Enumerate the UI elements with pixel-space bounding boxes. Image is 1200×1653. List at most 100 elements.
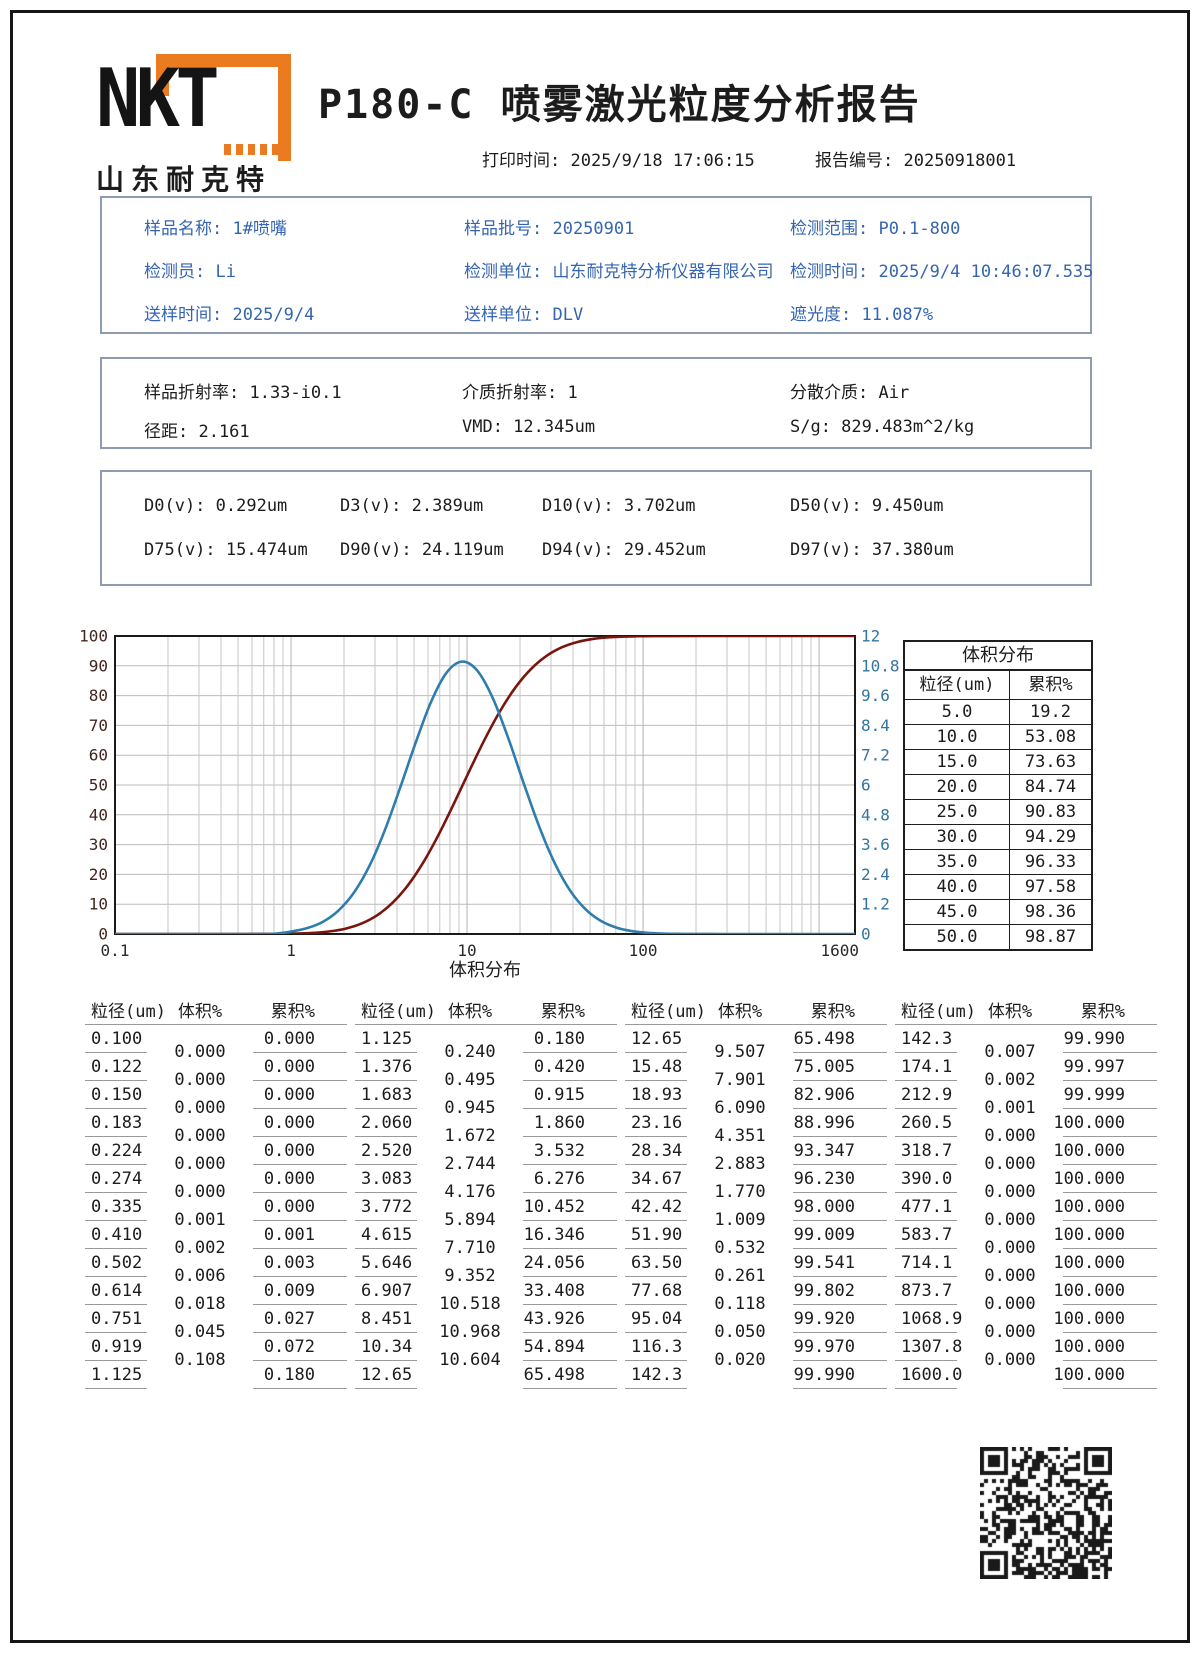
dist-line: [355, 1304, 417, 1305]
dist-line: [253, 1164, 347, 1165]
dist-volume-cell: 0.000: [984, 1182, 1036, 1202]
dist-line: [625, 1108, 687, 1109]
dist-line: [1063, 1276, 1157, 1277]
svg-text:80: 80: [89, 686, 108, 705]
dist-volume-cell: 0.000: [174, 1182, 226, 1202]
dist-size-cell: 212.9: [901, 1085, 953, 1105]
volume-table-size: 50.0: [905, 925, 1010, 949]
dist-line: [523, 1108, 617, 1109]
svg-text:50: 50: [89, 776, 108, 795]
d-field: D94(v): 29.452um: [542, 540, 706, 560]
dist-cum-cell: 0.180: [263, 1365, 315, 1385]
dist-line: [1063, 1304, 1157, 1305]
svg-text:90: 90: [89, 656, 108, 675]
dist-cum-cell: 0.000: [263, 1169, 315, 1189]
dist-cum-cell: 82.906: [793, 1085, 855, 1105]
dist-line: [523, 1360, 617, 1361]
dist-cum-cell: 1.860: [533, 1113, 585, 1133]
dist-cum-cell: 93.347: [793, 1141, 855, 1161]
svg-text:100: 100: [629, 941, 658, 960]
svg-text:10: 10: [89, 895, 108, 914]
dist-line: [1063, 1136, 1157, 1137]
dist-size-cell: 0.751: [91, 1309, 143, 1329]
dist-volume-cell: 0.002: [984, 1070, 1036, 1090]
dist-line: [355, 1220, 417, 1221]
report-number: 报告编号: 20250918001: [815, 146, 1016, 171]
volume-table-row: 20.0 84.74: [905, 775, 1091, 800]
dist-line: [1063, 1164, 1157, 1165]
sample-field: 检测时间: 2025/9/4 10:46:07.535: [790, 262, 1094, 282]
optics-field: 分散介质: Air: [790, 383, 910, 403]
dist-size-cell: 1068.9: [901, 1309, 963, 1329]
dist-cum-cell: 0.072: [263, 1337, 315, 1357]
dist-line: [625, 1192, 687, 1193]
dist-size-cell: 95.04: [631, 1309, 683, 1329]
dist-size-cell: 2.520: [361, 1141, 413, 1161]
dist-line: [895, 1164, 957, 1165]
volume-table-cum: 97.58: [1024, 877, 1077, 897]
page-title: P180-C 喷雾激光粒度分析报告: [318, 82, 921, 128]
sample-field: 检测范围: P0.1-800: [790, 219, 961, 239]
dist-line: [85, 1360, 147, 1361]
dist-cum-cell: 99.920: [793, 1309, 855, 1329]
svg-text:10: 10: [457, 941, 476, 960]
dist-size-cell: 0.335: [91, 1197, 143, 1217]
dist-line: [793, 1388, 887, 1389]
dist-size-cell: 1307.8: [901, 1337, 963, 1357]
dist-line: [1063, 1220, 1157, 1221]
dist-size-cell: 10.34: [361, 1337, 413, 1357]
dist-line: [355, 1080, 417, 1081]
dist-cum-cell: 99.990: [793, 1365, 855, 1385]
volume-table-cum: 90.83: [1024, 802, 1077, 822]
dist-line: [523, 1136, 617, 1137]
dist-line: [625, 1388, 687, 1389]
svg-text:12: 12: [861, 627, 880, 646]
dist-table-group: 粒径(um) 体积% 累积% 0.100 0.000 0.122 0.000 0.150 0.0…: [85, 1000, 347, 1394]
dist-line: [355, 1052, 417, 1053]
dist-size-cell: 6.907: [361, 1281, 413, 1301]
volume-distribution-table: 体积分布 粒径(um) 累积% 5.0 19.2 10.0 53.08 15.0 73.63 20…: [903, 640, 1093, 951]
dist-line: [793, 1192, 887, 1193]
volume-table-row: 45.0 98.36: [905, 900, 1091, 925]
volume-table-header-cum: 累积%: [1028, 675, 1073, 695]
dist-volume-cell: 0.001: [174, 1210, 226, 1230]
dist-line: [523, 1332, 617, 1333]
dist-cum-cell: 0.000: [263, 1141, 315, 1161]
dist-volume-cell: 1.009: [714, 1210, 766, 1230]
dist-cum-cell: 99.009: [793, 1225, 855, 1245]
dist-line: [625, 1304, 687, 1305]
svg-text:0.1: 0.1: [101, 941, 130, 960]
volume-table-size: 40.0: [905, 875, 1010, 899]
dist-line: [85, 1304, 147, 1305]
dist-line: [895, 1192, 957, 1193]
dist-cum-cell: 99.990: [1063, 1029, 1125, 1049]
svg-text:0: 0: [861, 925, 871, 944]
dist-size-cell: 23.16: [631, 1113, 683, 1133]
dist-volume-cell: 5.894: [444, 1210, 496, 1230]
svg-text:1.2: 1.2: [861, 895, 890, 914]
d-values-box: D0(v): 0.292um D3(v): 2.389um D10(v): 3.70…: [100, 470, 1092, 586]
volume-table-cum: 98.36: [1024, 902, 1077, 922]
volume-table-cum: 98.87: [1024, 927, 1077, 947]
dist-cum-cell: 75.005: [793, 1057, 855, 1077]
d-field: D0(v): 0.292um: [144, 496, 288, 516]
dist-volume-cell: 0.261: [714, 1266, 766, 1286]
dist-volume-cell: 0.000: [174, 1042, 226, 1062]
dist-size-cell: 142.3: [901, 1029, 953, 1049]
dist-cum-cell: 98.000: [793, 1197, 855, 1217]
dist-size-cell: 34.67: [631, 1169, 683, 1189]
dist-header-cum: 累积%: [1080, 1002, 1125, 1022]
dist-line: [1063, 1332, 1157, 1333]
report-number-value: 20250918001: [903, 151, 1017, 171]
dist-line: [355, 1332, 417, 1333]
dist-line: [895, 1052, 957, 1053]
dist-size-cell: 260.5: [901, 1113, 953, 1133]
dist-line: [895, 1080, 957, 1081]
dist-line: [85, 1108, 147, 1109]
dist-volume-cell: 0.045: [174, 1322, 226, 1342]
dist-size-cell: 12.65: [631, 1029, 683, 1049]
dist-line: [793, 1248, 887, 1249]
sample-field: 送样单位: DLV: [464, 305, 584, 325]
dist-line: [793, 1360, 887, 1361]
